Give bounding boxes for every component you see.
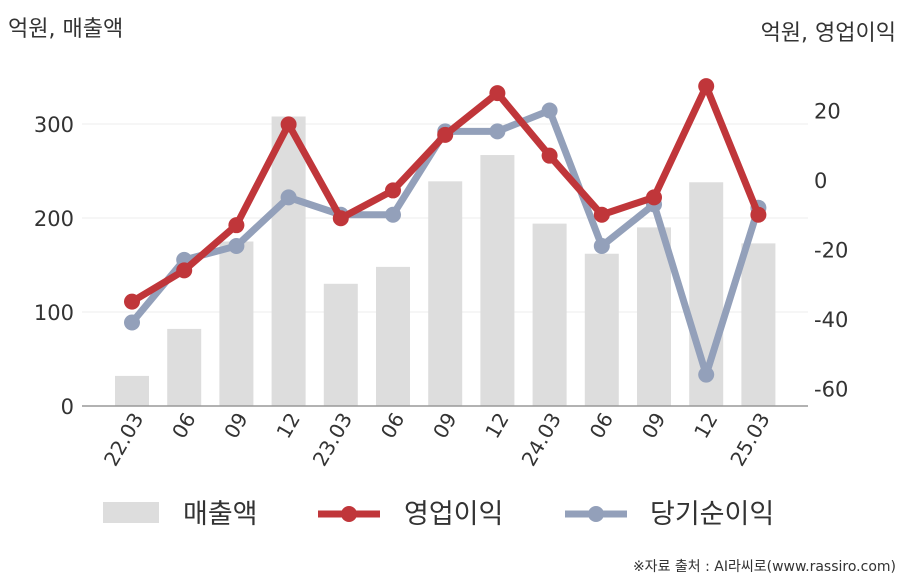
source-note: ※자료 출처 : AI라씨로(www.rassiro.com): [633, 559, 896, 575]
x-tick-label: 06: [376, 409, 410, 443]
legend-label-net-income: 당기순이익: [650, 499, 774, 530]
point-operating-profit: [385, 182, 401, 199]
point-operating-profit: [176, 262, 193, 279]
right-tick-label: -40: [814, 308, 848, 332]
legend-label-sales: 매출액: [183, 499, 258, 530]
point-net-income: [385, 206, 401, 223]
point-operating-profit: [124, 293, 140, 310]
bar-sales: [219, 241, 254, 406]
legend-marker-net-income: [588, 506, 604, 522]
bar-sales: [271, 116, 306, 406]
point-net-income: [698, 366, 715, 383]
point-operating-profit: [646, 189, 662, 206]
bar-sales: [637, 227, 671, 406]
legend-item-net-income: 당기순이익: [565, 499, 774, 530]
point-net-income: [541, 102, 558, 119]
point-net-income: [124, 314, 140, 331]
bar-sales: [167, 328, 202, 406]
point-net-income: [593, 238, 610, 255]
left-tick-label: 100: [34, 301, 74, 325]
left-tick-label: 300: [34, 113, 74, 137]
x-tick-label: 09: [637, 409, 671, 443]
line-series: [124, 78, 767, 383]
x-tick-label: 06: [167, 409, 201, 443]
point-net-income: [228, 238, 245, 255]
point-operating-profit: [541, 147, 558, 164]
x-tick-label: 12: [271, 409, 305, 443]
right-axis-ticks: 20 0 -20 -40 -60: [814, 100, 848, 402]
bar-sales: [480, 155, 515, 406]
x-tick-label: 09: [428, 409, 462, 443]
x-tick-label: 24.03: [517, 409, 566, 471]
x-tick-label: 25.03: [725, 409, 774, 471]
point-operating-profit: [593, 206, 610, 223]
point-operating-profit: [489, 85, 506, 102]
point-net-income: [280, 189, 297, 206]
legend-marker-operating-profit: [341, 506, 357, 522]
x-axis-ticks: 22.03 06 09 12 23.03 06 09 12 24.03 06 09 12 25.03: [99, 409, 775, 471]
right-tick-label: -60: [814, 378, 848, 402]
x-tick-label: 12: [480, 409, 514, 443]
legend: 매출액 영업이익 당기순이익: [103, 499, 774, 530]
right-tick-label: -20: [814, 239, 848, 263]
left-tick-label: 0: [61, 395, 74, 419]
bar-sales: [323, 283, 358, 406]
x-tick-label: 12: [689, 409, 723, 443]
point-net-income: [489, 123, 506, 140]
point-operating-profit: [698, 78, 715, 95]
bar-sales: [376, 266, 410, 406]
x-tick-label: 23.03: [308, 409, 357, 471]
legend-item-sales: 매출액: [103, 499, 258, 530]
legend-label-operating-profit: 영업이익: [404, 499, 503, 530]
bar-sales: [741, 243, 776, 406]
bar-series-sales: [115, 116, 776, 406]
point-operating-profit: [437, 126, 454, 143]
legend-swatch-sales: [103, 502, 159, 523]
bar-sales: [532, 223, 567, 406]
left-axis-title: 억원, 매출액: [8, 17, 123, 42]
right-tick-label: 0: [814, 169, 827, 193]
bar-sales: [115, 375, 149, 406]
left-axis-ticks: 0 100 200 300: [34, 113, 74, 419]
legend-item-operating-profit: 영업이익: [318, 499, 503, 530]
point-operating-profit: [750, 206, 767, 223]
bar-sales: [428, 181, 463, 406]
point-operating-profit: [228, 217, 245, 234]
x-tick-label: 22.03: [99, 409, 148, 471]
left-tick-label: 200: [34, 207, 74, 231]
point-operating-profit: [280, 116, 297, 133]
x-tick-label: 06: [585, 409, 619, 443]
point-operating-profit: [332, 210, 349, 227]
right-tick-label: 20: [814, 100, 841, 124]
bar-sales: [584, 253, 619, 406]
x-tick-label: 09: [219, 409, 253, 443]
right-axis-title: 억원, 영업이익: [761, 21, 896, 46]
